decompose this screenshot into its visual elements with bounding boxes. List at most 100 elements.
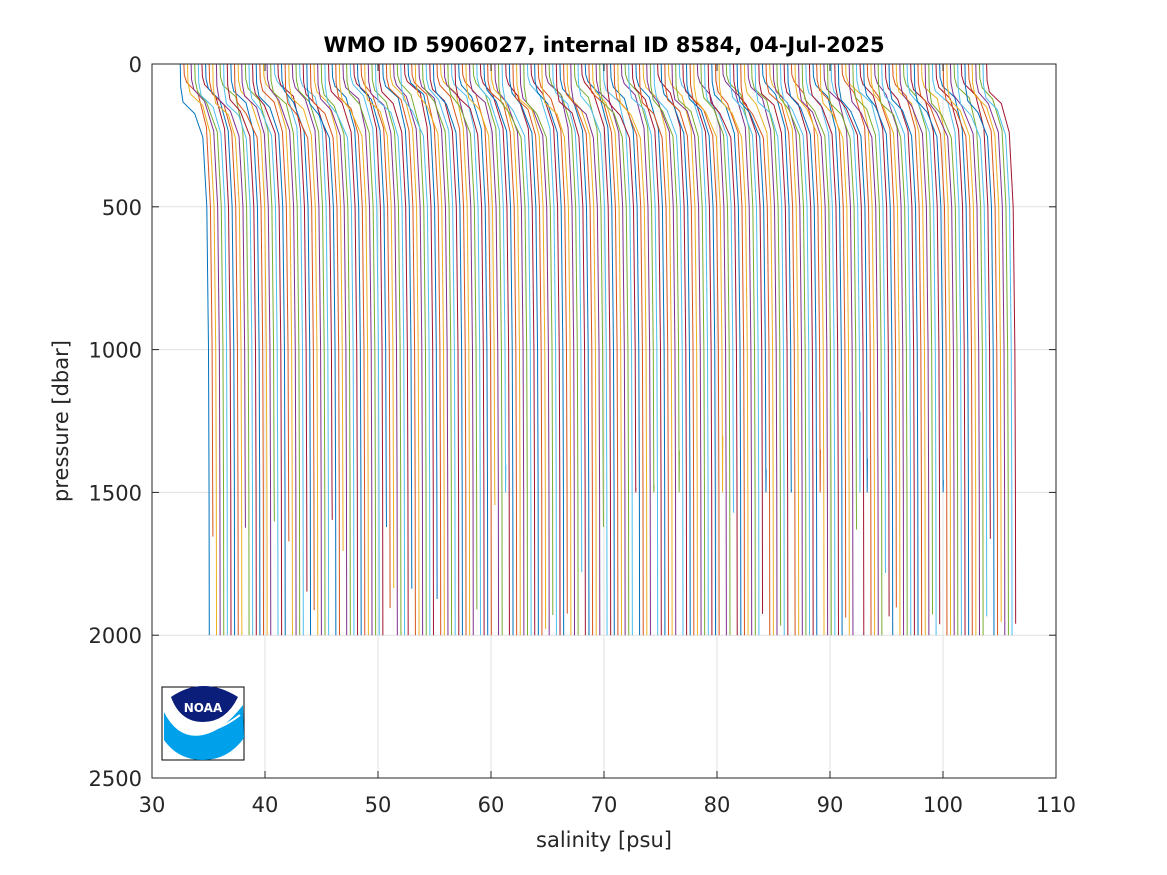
profile-line: [855, 63, 886, 573]
profile-line: [436, 63, 467, 636]
profile-line: [259, 63, 290, 542]
profile-line: [244, 63, 275, 522]
profile-line: [819, 63, 850, 636]
profile-line: [490, 63, 521, 636]
profile-line: [761, 63, 792, 493]
noaa-logo-text: NOAA: [184, 701, 223, 715]
profile-line: [667, 63, 698, 636]
profile-line: [765, 63, 796, 636]
profile-line: [299, 63, 330, 636]
profile-line: [693, 63, 724, 493]
profile-line: [233, 63, 265, 636]
profile-line: [906, 63, 937, 636]
chart-title: WMO ID 5906027, internal ID 8584, 04-Jul…: [323, 33, 884, 57]
profile-line: [371, 63, 402, 636]
profile-line: [581, 63, 612, 636]
profile-line: [624, 63, 655, 493]
profile-line: [888, 63, 919, 636]
profile-line: [884, 63, 915, 636]
profile-line: [317, 63, 348, 636]
profile-line: [700, 63, 731, 636]
profile-line: [758, 63, 789, 636]
profile-line: [284, 63, 315, 611]
profile-line: [425, 63, 456, 636]
profile-line: [190, 63, 221, 636]
profile-line: [986, 63, 1017, 624]
y-axis-label: pressure [dbar]: [49, 340, 73, 502]
profile-line: [584, 63, 615, 636]
profile-line: [302, 63, 333, 520]
noaa-logo: NOAA: [161, 686, 245, 761]
x-axis-label: salinity [psu]: [536, 828, 672, 852]
x-tick-label: 90: [817, 793, 844, 817]
profile-line: [664, 63, 695, 636]
profile-line: [443, 63, 474, 636]
profile-line: [725, 63, 756, 636]
profile-line: [179, 63, 210, 636]
profile-line: [194, 63, 225, 636]
profile-line: [978, 63, 1009, 636]
x-tick-label: 80: [704, 793, 731, 817]
profile-line: [649, 63, 680, 493]
profile-line: [657, 63, 688, 636]
profile-line: [353, 63, 384, 636]
profile-line: [620, 63, 651, 636]
profile-line: [682, 63, 713, 636]
y-tick-label: 2500: [89, 767, 142, 791]
profile-line: [942, 63, 973, 636]
profile-line: [367, 63, 398, 636]
profile-line: [422, 63, 453, 636]
profile-line: [306, 63, 337, 636]
profile-line: [801, 63, 832, 636]
profile-line: [205, 63, 236, 636]
profile-line: [277, 63, 308, 592]
profile-line: [613, 63, 644, 636]
profile-line: [939, 63, 970, 636]
profile-line: [837, 63, 868, 493]
profile-line: [957, 63, 988, 617]
x-tick-label: 110: [1036, 793, 1076, 817]
profile-line: [892, 63, 923, 636]
x-tick-label: 30: [139, 793, 166, 817]
profile-line: [429, 63, 460, 636]
profile-line: [812, 63, 843, 636]
profile-line: [313, 63, 344, 552]
profile-line: [827, 63, 858, 530]
x-tick-label: 40: [252, 793, 279, 817]
profile-line: [975, 63, 1006, 636]
profile-line: [230, 63, 261, 636]
axis-ticks: 30 40 50 60 70 80 90 100 110 0 500 1000 1500 2000 2500: [89, 53, 1077, 817]
profile-line: [751, 63, 782, 626]
profile-line: [479, 63, 510, 636]
profile-line: [469, 63, 500, 636]
profile-line: [208, 63, 239, 636]
profile-line: [628, 63, 659, 636]
profile-line: [447, 63, 478, 610]
profile-line: [346, 63, 377, 636]
profile-line: [461, 63, 492, 636]
profile-line: [241, 63, 272, 636]
profile-line: [548, 63, 579, 636]
x-tick-label: 60: [478, 793, 505, 817]
profile-line: [320, 63, 351, 636]
y-tick-label: 1000: [89, 339, 142, 363]
profile-line: [389, 63, 420, 636]
profile-line: [537, 63, 568, 614]
profile-line: [226, 63, 257, 636]
x-tick-label: 70: [591, 793, 618, 817]
profile-line: [754, 63, 785, 636]
profile-line: [776, 63, 807, 636]
profile-line: [552, 63, 583, 573]
profile-line: [403, 63, 434, 636]
profile-line: [309, 63, 340, 636]
profile-line: [617, 63, 648, 636]
profile-line: [848, 63, 879, 636]
profile-line: [432, 63, 463, 636]
profile-line: [360, 63, 391, 609]
profile-line: [458, 63, 489, 636]
profile-line: [707, 63, 738, 636]
profile-line: [946, 63, 977, 636]
profile-line: [671, 63, 702, 636]
profile-line: [281, 63, 312, 636]
